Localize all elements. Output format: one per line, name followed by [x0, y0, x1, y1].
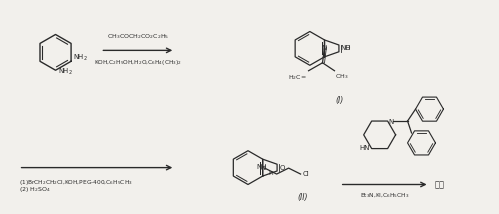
- Text: (II): (II): [297, 193, 308, 202]
- Text: NH: NH: [340, 45, 350, 51]
- Text: HN: HN: [359, 145, 370, 151]
- Text: CH$_3$COCH$_2$CO$_2$C$_2$H$_5$: CH$_3$COCH$_2$CO$_2$C$_2$H$_5$: [107, 33, 169, 42]
- Text: NH$_2$: NH$_2$: [73, 53, 88, 63]
- Text: (2) H$_2$SO$_4$: (2) H$_2$SO$_4$: [18, 186, 50, 195]
- Text: O: O: [280, 165, 285, 171]
- Text: CH$_3$: CH$_3$: [335, 72, 349, 81]
- Text: NH: NH: [256, 164, 267, 170]
- Text: NH$_2$: NH$_2$: [57, 67, 72, 77]
- Text: N: N: [321, 45, 326, 51]
- Text: KOH,C$_2$H$_5$OH,H$_2$O,C$_6$H$_4$(CH$_3$)$_2$: KOH,C$_2$H$_5$OH,H$_2$O,C$_6$H$_4$(CH$_3…: [94, 58, 182, 67]
- Text: Et$_3$N,KI,C$_6$H$_5$CH$_3$: Et$_3$N,KI,C$_6$H$_5$CH$_3$: [360, 192, 409, 200]
- Text: N: N: [260, 165, 265, 171]
- Text: H: H: [268, 171, 273, 176]
- Text: (I): (I): [336, 95, 344, 105]
- Text: (1)BrCH$_2$CH$_2$Cl,KOH,PEG-400,C$_6$H$_5$CH$_3$: (1)BrCH$_2$CH$_2$Cl,KOH,PEG-400,C$_6$H$_…: [18, 178, 132, 187]
- Text: N: N: [389, 119, 394, 125]
- Text: H$_2$C=: H$_2$C=: [288, 73, 306, 82]
- Text: O: O: [345, 45, 350, 51]
- Text: Cl: Cl: [302, 171, 309, 177]
- Text: 本品: 本品: [435, 180, 445, 189]
